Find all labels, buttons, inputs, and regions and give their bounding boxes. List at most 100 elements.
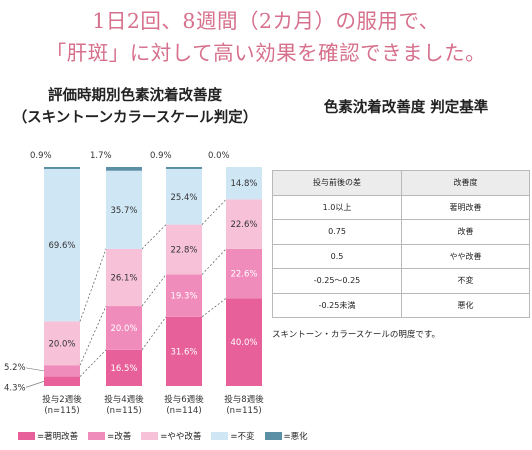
connector-line [79, 248, 107, 322]
stacked-bar-chart: 20.0% 69.6% 16.5% 20.0% 26.1% 35.7% 31.6% 19.3%… [4, 151, 264, 416]
data-label: 40.0% [230, 338, 257, 348]
legend-swatch [211, 432, 229, 440]
criteria-grade: 悪化 [401, 292, 530, 318]
connector-line [141, 224, 167, 250]
criteria-row: -0.25〜0.25 不変 [272, 268, 530, 294]
connector-line [79, 305, 107, 366]
category-n-label: (n=114) [166, 406, 201, 416]
connector-line [141, 274, 167, 307]
category-label: 投与4週後 [104, 394, 144, 405]
bar-segment [226, 167, 262, 200]
category-n-label: (n=115) [44, 406, 79, 416]
criteria-header-grade: 改善度 [401, 170, 530, 196]
bar-segment [166, 224, 202, 275]
bar-segment [44, 365, 80, 377]
data-label: 4.3% [4, 383, 26, 393]
criteria-row: 0.75 改善 [272, 219, 530, 245]
category-n-label: (n=115) [226, 406, 261, 416]
criteria-header-row: 投与前後の差 改善度 [272, 170, 530, 196]
category-label: 投与2週後 [42, 394, 82, 405]
bar-segment [226, 248, 262, 299]
data-label: 20.0% [48, 339, 75, 349]
data-label: 16.5% [110, 364, 137, 374]
connector-line [141, 316, 167, 351]
criteria-row: 0.5 やや改善 [272, 243, 530, 269]
bar-segment [44, 167, 80, 169]
data-label: 31.6% [170, 347, 197, 357]
legend-item-marked-improvement: =著明改善 [18, 430, 78, 442]
criteria-row: -0.25未満 悪化 [272, 292, 530, 318]
legend-label: =やや改善 [160, 432, 202, 442]
bar-segment [166, 274, 202, 317]
data-label: 35.7% [110, 206, 137, 216]
connector-line [79, 349, 107, 377]
criteria-diff: 1.0以上 [272, 194, 402, 220]
data-label: 22.6% [230, 220, 257, 230]
legend-item-worsened: =悪化 [264, 430, 308, 442]
leader-line [25, 367, 45, 372]
criteria-note: スキントーン・カラースケールの明度です。 [272, 330, 441, 340]
bar-segment [106, 248, 142, 307]
bar-segment [166, 316, 202, 386]
legend-swatch [18, 432, 35, 440]
chart-title-line-1: 評価時期別色素沈着改善度 [48, 88, 222, 104]
legend-swatch [264, 432, 282, 440]
legend-label: =悪化 [283, 432, 308, 442]
bar-segment [106, 306, 142, 350]
chart-title-line-2: （スキントーンカラースケール判定） [12, 110, 258, 126]
connector-line [201, 298, 227, 318]
leader-line [25, 381, 45, 388]
bar-segment [226, 199, 262, 249]
data-label: 5.2% [4, 363, 26, 373]
bar-segment [44, 376, 80, 386]
bar-segment [106, 349, 142, 386]
headline-line-2: 「肝斑」に対して高い効果を確認できました。 [45, 41, 487, 65]
criteria-row: 1.0以上 著明改善 [272, 194, 530, 220]
data-label: 22.8% [170, 246, 197, 256]
headline-line-1: 1日2回、8週間（2カ月）の服用で、 [92, 9, 440, 33]
legend-label: =著明改善 [37, 432, 79, 442]
bar-segment [44, 168, 80, 322]
bar-segment [106, 170, 142, 249]
criteria-diff: 0.75 [272, 219, 402, 245]
bar-segment [166, 167, 202, 169]
criteria-grade: 改善 [401, 219, 530, 245]
criteria-title: 色素沈着改善度 判定基準 [323, 100, 489, 116]
data-label: 69.6% [48, 241, 75, 251]
chart-legend: =著明改善 =改善 =やや改善 =不変 =悪化 [18, 430, 308, 442]
category-n-label: (n=115) [106, 406, 141, 416]
criteria-table: 投与前後の差 改善度 1.0以上 著明改善 0.75 改善 0.5 やや改善 -… [272, 170, 530, 318]
legend-item-slight-improvement: =やや改善 [141, 430, 201, 442]
criteria-diff: -0.25未満 [272, 292, 402, 318]
legend-swatch [141, 432, 159, 440]
data-label: 0.0% [208, 151, 230, 161]
data-label: 0.9% [150, 151, 172, 161]
connector-line [201, 199, 227, 225]
data-label: 14.8% [230, 179, 257, 189]
data-label: 20.0% [110, 324, 137, 334]
data-label: 25.4% [170, 193, 197, 203]
data-label: 0.9% [30, 151, 52, 161]
bar-segment [226, 298, 262, 386]
bar-segment [166, 168, 202, 225]
legend-item-unchanged: =不変 [211, 430, 255, 442]
data-label: 19.3% [170, 292, 197, 302]
criteria-grade: 不変 [401, 268, 530, 294]
connector-line [201, 248, 227, 275]
criteria-diff: -0.25〜0.25 [272, 268, 402, 294]
bar-segment [44, 321, 80, 366]
legend-swatch [88, 432, 106, 440]
criteria-header-diff: 投与前後の差 [272, 170, 402, 196]
data-label: 26.1% [110, 273, 137, 283]
legend-item-improvement: =改善 [88, 430, 131, 442]
legend-label: =不変 [230, 432, 255, 442]
criteria-grade: やや改善 [401, 243, 530, 269]
category-label: 投与6週後 [164, 394, 204, 405]
criteria-grade: 著明改善 [401, 194, 530, 220]
criteria-diff: 0.5 [272, 243, 402, 269]
data-label: 22.6% [230, 270, 257, 280]
category-label: 投与8週後 [224, 394, 264, 405]
legend-label: =改善 [107, 432, 132, 442]
data-label: 1.7% [90, 151, 112, 161]
bar-segment [106, 167, 142, 171]
